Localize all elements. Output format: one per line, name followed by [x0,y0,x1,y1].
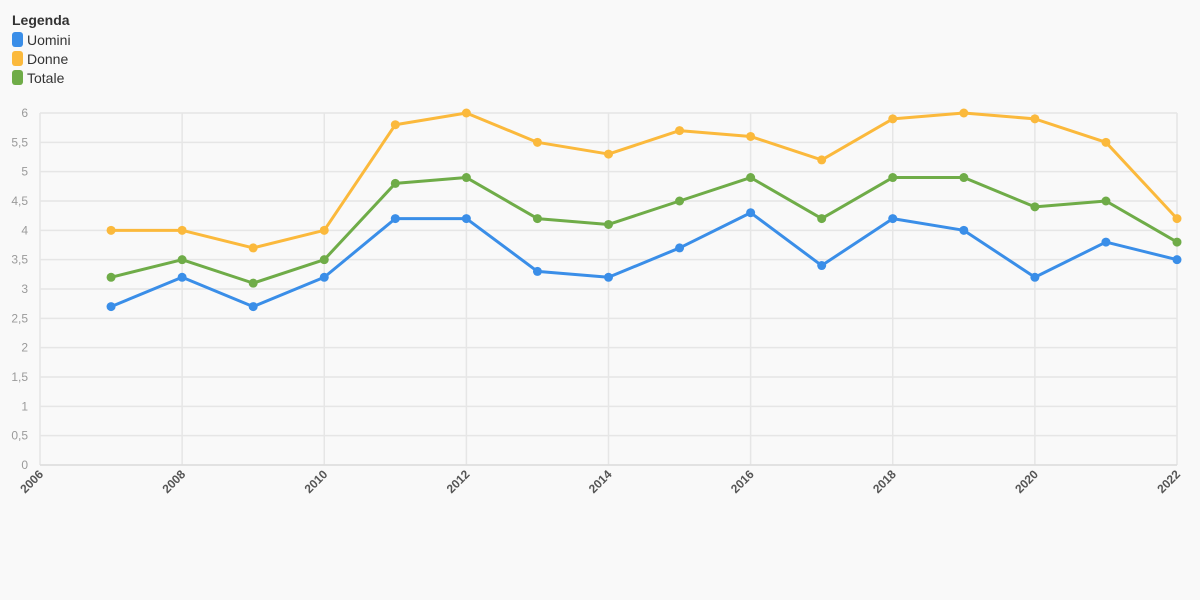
x-tick-label: 2018 [870,467,899,496]
y-tick-label: 3 [21,282,28,296]
data-point-uomini[interactable] [177,272,187,282]
y-tick-label: 3,5 [11,253,28,267]
y-tick-label: 5 [21,165,28,179]
data-point-donne[interactable] [959,108,969,118]
data-point-totale[interactable] [604,219,613,229]
data-point-donne[interactable] [532,137,542,147]
x-tick-label: 2014 [586,467,615,496]
data-point-uomini[interactable] [604,272,613,282]
data-point-uomini[interactable] [1172,255,1182,265]
legend-title: Legenda [12,12,70,28]
data-point-totale[interactable] [1101,196,1111,206]
y-tick-label: 1,5 [11,370,28,384]
data-point-donne[interactable] [319,225,329,235]
y-tick-label: 4 [21,223,28,237]
x-tick-label: 2022 [1154,467,1183,496]
y-tick-label: 4,5 [11,194,28,208]
series-line-totale [109,176,1179,285]
data-point-donne[interactable] [461,108,471,118]
data-point-uomini[interactable] [746,208,756,218]
legend-label-totale: Totale [27,69,65,86]
data-point-totale[interactable] [532,214,542,224]
x-tick-label: 2016 [728,467,757,496]
data-point-uomini[interactable] [959,225,969,235]
x-tick-label: 2012 [444,467,473,496]
y-tick-label: 2 [21,341,28,355]
data-point-uomini[interactable] [675,243,685,253]
data-point-uomini[interactable] [106,302,116,312]
data-point-uomini[interactable] [248,302,258,312]
data-point-totale[interactable] [817,214,827,224]
data-point-donne[interactable] [817,155,827,165]
data-point-donne[interactable] [390,120,400,130]
y-tick-label: 5,5 [11,135,28,149]
y-tick-label: 1 [21,399,28,413]
data-point-totale[interactable] [1030,202,1040,212]
data-point-totale[interactable] [248,278,258,288]
data-point-uomini[interactable] [1030,272,1040,282]
data-point-totale[interactable] [675,196,685,206]
series-line-uomini [109,211,1179,309]
legend-item-uomini[interactable]: Uomini [12,30,71,49]
legend-item-totale[interactable]: Totale [12,68,71,87]
data-point-donne[interactable] [888,114,898,124]
data-point-donne[interactable] [1101,137,1111,147]
data-point-uomini[interactable] [390,214,400,224]
data-point-donne[interactable] [1030,114,1040,124]
legend-swatch-uomini [12,32,23,47]
x-tick-label: 2010 [302,467,331,496]
data-point-totale[interactable] [106,272,116,282]
data-point-uomini[interactable] [817,261,827,271]
y-tick-label: 6 [21,106,28,120]
series-line-donne [109,111,1179,250]
data-point-donne[interactable] [106,225,116,235]
data-point-uomini[interactable] [1101,237,1111,247]
x-tick-label: 2020 [1012,467,1041,496]
data-point-uomini[interactable] [888,214,898,224]
legend-label-donne: Donne [27,50,69,67]
grid [39,112,1178,466]
data-point-donne[interactable] [604,149,613,159]
data-point-totale[interactable] [746,173,756,183]
legend-swatch-donne [12,51,23,66]
data-point-uomini[interactable] [319,272,329,282]
data-point-donne[interactable] [1172,214,1182,224]
legend-label-uomini: Uomini [27,31,71,48]
y-tick-label: 2,5 [11,311,28,325]
data-point-donne[interactable] [177,225,187,235]
data-point-uomini[interactable] [461,214,471,224]
data-point-totale[interactable] [959,173,969,183]
y-tick-label: 0 [21,458,28,472]
data-point-totale[interactable] [461,173,471,183]
legend-swatch-totale [12,70,23,85]
data-point-donne[interactable] [248,243,258,253]
data-point-totale[interactable] [319,255,329,265]
data-point-totale[interactable] [177,255,187,265]
data-point-uomini[interactable] [532,266,542,276]
x-axis: 2006 2008 2010 2012 2014 2016 2018 2020 2022 [17,467,1183,496]
y-tick-label: 0,5 [11,429,28,443]
data-point-donne[interactable] [675,126,685,136]
data-point-totale[interactable] [1172,237,1182,247]
series-group [106,108,1182,312]
x-tick-label: 2008 [159,467,188,496]
legend: Legenda Uomini Donne Totale [12,12,71,87]
data-point-totale[interactable] [390,178,400,188]
data-point-donne[interactable] [746,131,756,141]
data-point-totale[interactable] [888,173,898,183]
legend-item-donne[interactable]: Donne [12,49,71,68]
y-axis: 0 0,5 1 1,5 2 2,5 3 3,5 4 4,5 5 5,5 6 [11,106,28,472]
